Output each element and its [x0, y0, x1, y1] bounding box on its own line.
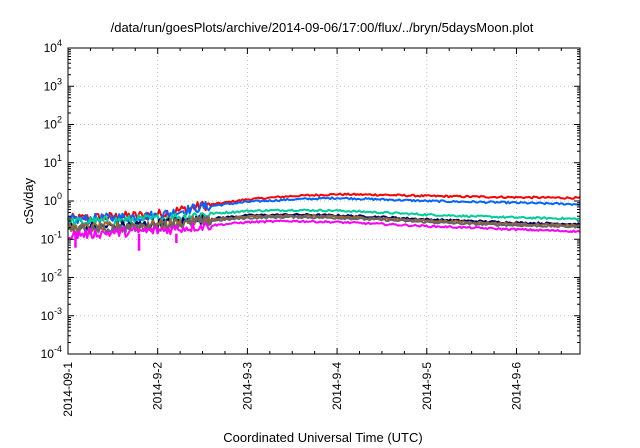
- x-axis-ticks: 2014-09-1 2014-9-2 2014-9-3 2014-9-4 2014-9-…: [61, 48, 562, 417]
- y-axis-label: cSv/day: [21, 177, 36, 224]
- y-tick-label: 10-2: [41, 268, 62, 285]
- x-tick-label: 2014-9-6: [509, 362, 523, 410]
- y-tick-label: 103: [44, 76, 62, 93]
- x-tick-label: 2014-9-2: [151, 362, 165, 410]
- series-line-5: [67, 214, 581, 234]
- x-tick-label: 2014-09-1: [61, 362, 75, 417]
- y-tick-label: 100: [44, 191, 62, 208]
- y-tick-label: 10-3: [41, 306, 62, 323]
- y-tick-label: 10-4: [41, 344, 62, 361]
- y-tick-label: 10-1: [41, 229, 62, 246]
- x-tick-label: 2014-9-3: [240, 362, 254, 410]
- x-tick-label: 2014-9-4: [330, 362, 344, 410]
- chart-title: /data/run/goesPlots/archive/2014-09-06/1…: [111, 20, 534, 35]
- x-tick-label: 2014-9-5: [420, 362, 434, 410]
- series-line-2: [67, 196, 581, 225]
- series-line-3: [67, 208, 580, 228]
- x-axis-label: Coordinated Universal Time (UTC): [223, 430, 422, 445]
- y-axis-ticks: 10-4 10-3 10-2 10-1 100 101 102 103 104: [41, 38, 580, 361]
- y-tick-label: 104: [44, 38, 62, 55]
- grid-lines: [68, 48, 580, 354]
- series-group: [67, 192, 581, 251]
- series-line-7: [67, 219, 581, 241]
- y-tick-label: 101: [44, 153, 62, 170]
- y-tick-label: 102: [44, 115, 62, 132]
